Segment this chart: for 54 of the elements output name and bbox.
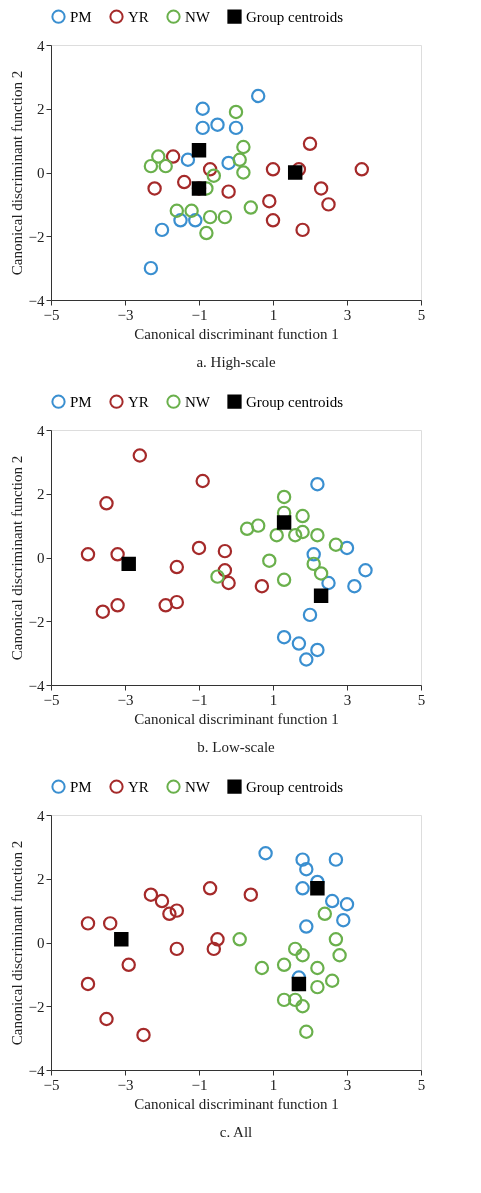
x-tick-label: 5 bbox=[417, 1076, 426, 1093]
y-tick-label: 2 bbox=[37, 101, 45, 118]
x-tick-label: −1 bbox=[191, 306, 208, 323]
y-tick-label: 4 bbox=[37, 422, 45, 439]
legend-label: PM bbox=[70, 8, 92, 25]
x-tick-label: −5 bbox=[43, 691, 60, 708]
legend-label: Group centroids bbox=[246, 778, 344, 795]
y-axis-title: Canonical discriminant function 2 bbox=[8, 455, 25, 661]
y-tick-label: −4 bbox=[28, 1062, 45, 1079]
x-tick-label: 3 bbox=[343, 1076, 352, 1093]
y-tick-label: −2 bbox=[28, 998, 45, 1015]
legend-label: YR bbox=[128, 8, 149, 25]
y-tick-label: −2 bbox=[28, 613, 45, 630]
y-tick-label: 2 bbox=[37, 871, 45, 888]
x-tick-label: 1 bbox=[269, 691, 278, 708]
y-tick-label: 0 bbox=[37, 935, 45, 951]
legend-label: NW bbox=[185, 8, 211, 25]
x-tick-label: 5 bbox=[417, 306, 426, 323]
x-tick-label: −5 bbox=[43, 306, 60, 323]
text: a. High-scale bbox=[196, 354, 276, 370]
legend-label: YR bbox=[128, 778, 149, 795]
legend-label: Group centroids bbox=[246, 393, 344, 410]
legend-label: Group centroids bbox=[246, 8, 344, 25]
legend-label: PM bbox=[70, 393, 92, 410]
x-tick-label: −1 bbox=[191, 691, 208, 708]
x-tick-label: 5 bbox=[417, 691, 426, 708]
x-tick-label: 1 bbox=[269, 1076, 278, 1093]
y-tick-label: 2 bbox=[37, 486, 45, 503]
x-tick-label: 1 bbox=[269, 306, 278, 323]
legend-label: NW bbox=[185, 393, 211, 410]
x-axis-title: Canonical discriminant function 1 bbox=[134, 325, 339, 342]
legend-label: PM bbox=[70, 778, 92, 795]
y-tick-label: 0 bbox=[37, 550, 45, 566]
y-tick-label: −4 bbox=[28, 292, 45, 309]
text: c. All bbox=[219, 1124, 253, 1140]
y-tick-label: −4 bbox=[28, 677, 45, 694]
x-axis-title: Canonical discriminant function 1 bbox=[134, 1095, 339, 1112]
legend-label: YR bbox=[128, 393, 149, 410]
text: b. Low-scale bbox=[197, 739, 276, 755]
x-tick-label: −3 bbox=[117, 691, 134, 708]
y-axis-title: Canonical discriminant function 2 bbox=[8, 70, 25, 276]
y-tick-label: 4 bbox=[37, 37, 45, 54]
y-tick-label: 0 bbox=[37, 165, 45, 181]
y-tick-label: 4 bbox=[37, 807, 45, 824]
x-tick-label: −3 bbox=[117, 306, 134, 323]
legend-label: NW bbox=[185, 778, 211, 795]
x-tick-label: −3 bbox=[117, 1076, 134, 1093]
y-tick-label: −2 bbox=[28, 228, 45, 245]
x-tick-label: −1 bbox=[191, 1076, 208, 1093]
x-axis-title: Canonical discriminant function 1 bbox=[134, 710, 339, 727]
x-tick-label: 3 bbox=[343, 691, 352, 708]
x-tick-label: 3 bbox=[343, 306, 352, 323]
x-tick-label: −5 bbox=[43, 1076, 60, 1093]
y-axis-title: Canonical discriminant function 2 bbox=[8, 840, 25, 1046]
